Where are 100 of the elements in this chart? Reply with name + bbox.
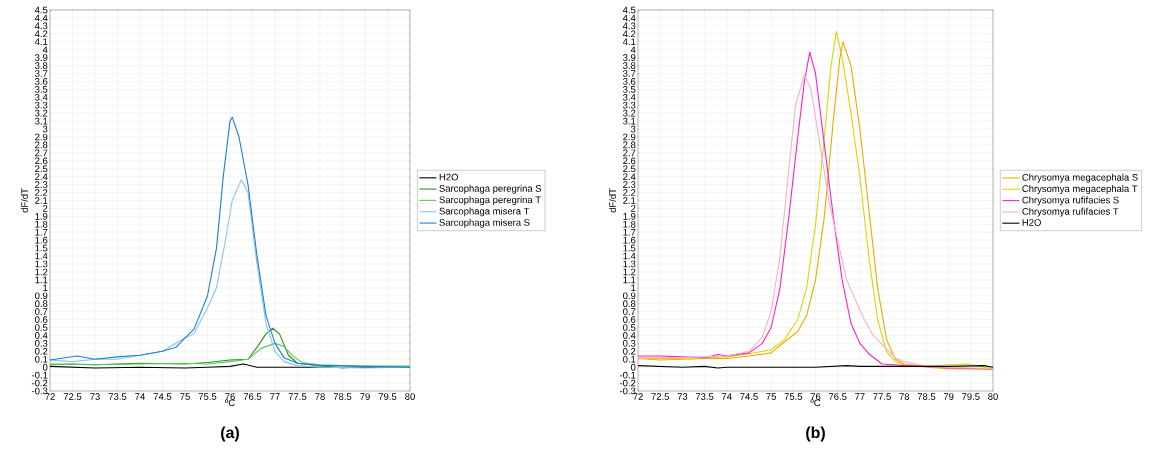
y-tick-label: 3.6 [35, 78, 48, 85]
x-tick-label: 73 [90, 393, 100, 400]
x-tick-label: 78.5 [917, 393, 936, 400]
x-tick-label: 76.5 [243, 393, 262, 400]
y-tick-label: 1 [43, 284, 48, 292]
y-tick-label: 2.7 [623, 149, 636, 157]
y-tick-label: 3.8 [35, 62, 48, 69]
y-tick-label: 1.1 [623, 276, 636, 284]
y-tick-label: 0.1 [623, 355, 636, 363]
y-tick-label: 2.8 [35, 141, 48, 149]
x-tick-label: 73.5 [695, 393, 714, 400]
y-tick-label: 2.1 [623, 197, 636, 204]
y-tick-label: 0.4 [623, 332, 636, 339]
y-tick-label: 2.4 [35, 173, 48, 180]
x-tick-label: 77 [855, 393, 865, 400]
x-tick-label: 76.5 [828, 393, 847, 400]
legend-label: Chrysomya rufifacies T [1022, 207, 1119, 217]
y-tick-label: 1.5 [623, 244, 636, 252]
y-tick-label: 2.4 [623, 173, 636, 180]
x-tick-label: 79 [943, 393, 954, 400]
x-tick-label: 78 [899, 393, 910, 400]
x-tick-label: 72 [633, 393, 643, 400]
x-tick-label: 72.5 [63, 393, 82, 400]
y-tick-label: 2.9 [623, 133, 636, 141]
y-tick-label: 0.2 [623, 347, 636, 355]
y-tick-label: 4.4 [622, 14, 636, 22]
y-tick-label: 0.9 [35, 292, 48, 300]
x-tick-label: 78.5 [333, 393, 352, 400]
y-tick-label: 4.5 [622, 6, 636, 14]
y-tick-label: 2.5 [35, 165, 48, 173]
text: (b) [806, 426, 825, 442]
y-tick-label: 3.1 [35, 117, 48, 125]
y-tick-label: -0.1 [31, 371, 48, 379]
y-tick-label: 3.4 [623, 93, 636, 101]
y-tick-label: -0.2 [31, 379, 48, 387]
y-tick-label: 1.4 [35, 252, 48, 260]
y-tick-label: 4.3 [34, 22, 48, 30]
x-axis-title: ºC [224, 399, 235, 407]
y-tick-label: 3 [630, 125, 636, 133]
legend-label: Chrysomya megacephala T [1022, 185, 1138, 194]
x-tick-label: 75 [180, 393, 190, 400]
x-axis-title: ºC [810, 399, 821, 407]
y-tick-label: 0.9 [623, 292, 636, 300]
y-tick-label: 0.2 [35, 347, 48, 355]
x-tick-label: 74.5 [740, 393, 758, 400]
y-tick-label: 3.5 [35, 86, 48, 93]
y-tick-label: 3.7 [35, 70, 48, 77]
y-tick-label: 3.7 [623, 70, 636, 77]
y-tick-label: 1.9 [623, 213, 636, 220]
y-tick-label: 1.9 [35, 213, 48, 220]
y-tick-label: 0.5 [35, 324, 48, 331]
y-tick-label: 1.3 [623, 260, 636, 268]
x-tick-label: 78 [315, 393, 325, 400]
text: (a) [221, 426, 239, 442]
y-tick-label: 1.2 [623, 268, 636, 276]
x-tick-label: 75 [766, 393, 777, 400]
y-tick-label: -0.3 [31, 387, 48, 395]
legend-label: H2O [439, 173, 458, 181]
y-tick-label: -0.1 [619, 371, 636, 379]
legend-label: H2O [1022, 219, 1041, 226]
y-tick-label: 1.5 [35, 244, 48, 252]
x-tick-label: 73.5 [108, 393, 127, 400]
y-tick-label: 2.1 [35, 197, 48, 204]
x-tick-label: 80 [988, 393, 998, 400]
y-tick-label: 0.7 [623, 308, 636, 315]
y-tick-label: 0.7 [35, 308, 48, 315]
y-tick-label: 3.3 [623, 101, 636, 109]
x-tick-label: 76 [810, 393, 821, 400]
legend-label: Sarcophaga misera T [439, 207, 530, 217]
x-tick-label: 79.5 [962, 393, 980, 400]
legend-label: Sarcophaga peregrina S [439, 184, 542, 194]
x-tick-label: 79.5 [378, 393, 397, 400]
y-axis-title: dF/dT [609, 188, 616, 213]
x-tick-label: 76 [225, 393, 235, 400]
x-tick-label: 75.5 [784, 393, 803, 400]
y-tick-label: 2.3 [623, 181, 636, 188]
y-tick-label: 3.4 [35, 93, 48, 101]
y-tick-label: 3.3 [35, 101, 48, 109]
x-tick-label: 77 [270, 393, 280, 400]
y-tick-label: 0.3 [623, 340, 636, 347]
y-tick-label: 0.5 [623, 324, 636, 331]
y-tick-label: 1 [631, 284, 636, 292]
x-tick-label: 73 [677, 393, 688, 400]
y-tick-label: 0.8 [35, 300, 48, 308]
y-tick-label: 3.5 [623, 86, 636, 93]
y-tick-label: 0.4 [35, 332, 48, 339]
y-tick-label: 1.3 [35, 260, 48, 268]
y-tick-label: 4.1 [34, 38, 48, 45]
y-tick-label: 2 [43, 205, 48, 212]
y-tick-label: 0.1 [35, 355, 48, 363]
x-tick-label: 80 [405, 393, 415, 400]
y-tick-label: 4.2 [34, 30, 48, 38]
y-tick-label: 4.4 [34, 14, 48, 22]
y-tick-label: 3.9 [35, 54, 48, 61]
y-tick-label: 1.1 [35, 276, 48, 284]
y-tick-label: 4.1 [622, 38, 636, 45]
y-tick-label: 2.2 [35, 189, 48, 196]
line-series [50, 116, 410, 368]
y-tick-label: 3.8 [623, 62, 636, 69]
x-tick-label: 79 [360, 393, 370, 400]
